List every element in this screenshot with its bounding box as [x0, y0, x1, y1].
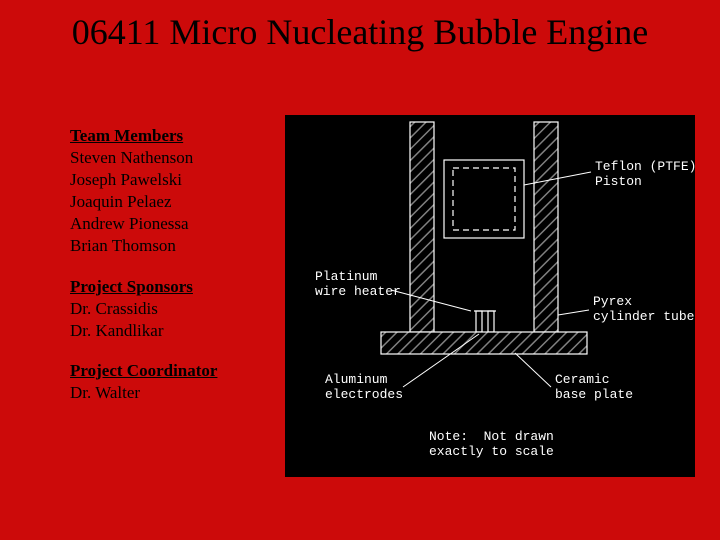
svg-text:Aluminum: Aluminum: [325, 372, 388, 387]
svg-text:cylinder tube: cylinder tube: [593, 309, 694, 324]
sponsors-block: Project Sponsors Dr. Crassidis Dr. Kandl…: [70, 276, 270, 342]
coordinator: Dr. Walter: [70, 383, 140, 402]
svg-text:wire heater: wire heater: [315, 284, 401, 299]
svg-text:base plate: base plate: [555, 387, 633, 402]
svg-text:exactly to scale: exactly to scale: [429, 444, 554, 459]
text-column: Team Members Steven Nathenson Joseph Paw…: [70, 125, 270, 422]
team-members-block: Team Members Steven Nathenson Joseph Paw…: [70, 125, 270, 258]
coordinator-block: Project Coordinator Dr. Walter: [70, 360, 270, 404]
page-title: 06411 Micro Nucleating Bubble Engine: [0, 12, 720, 53]
engine-diagram: Teflon (PTFE)Piston Platinumwire heater Py…: [285, 115, 695, 477]
svg-text:Note: Not drawn: Note: Not drawn: [429, 429, 554, 444]
coordinator-heading: Project Coordinator: [70, 361, 217, 380]
svg-text:Teflon (PTFE): Teflon (PTFE): [595, 159, 695, 174]
team-heading: Team Members: [70, 126, 183, 145]
team-member: Andrew Pionessa: [70, 214, 189, 233]
svg-text:electrodes: electrodes: [325, 387, 403, 402]
team-member: Steven Nathenson: [70, 148, 193, 167]
svg-text:Piston: Piston: [595, 174, 642, 189]
svg-text:Platinum: Platinum: [315, 269, 378, 284]
sponsor: Dr. Crassidis: [70, 299, 158, 318]
slide: 06411 Micro Nucleating Bubble Engine Tea…: [0, 0, 720, 540]
team-member: Joaquin Pelaez: [70, 192, 172, 211]
sponsor: Dr. Kandlikar: [70, 321, 163, 340]
svg-text:Pyrex: Pyrex: [593, 294, 632, 309]
team-member: Joseph Pawelski: [70, 170, 182, 189]
sponsors-heading: Project Sponsors: [70, 277, 193, 296]
team-member: Brian Thomson: [70, 236, 176, 255]
svg-text:Ceramic: Ceramic: [555, 372, 610, 387]
